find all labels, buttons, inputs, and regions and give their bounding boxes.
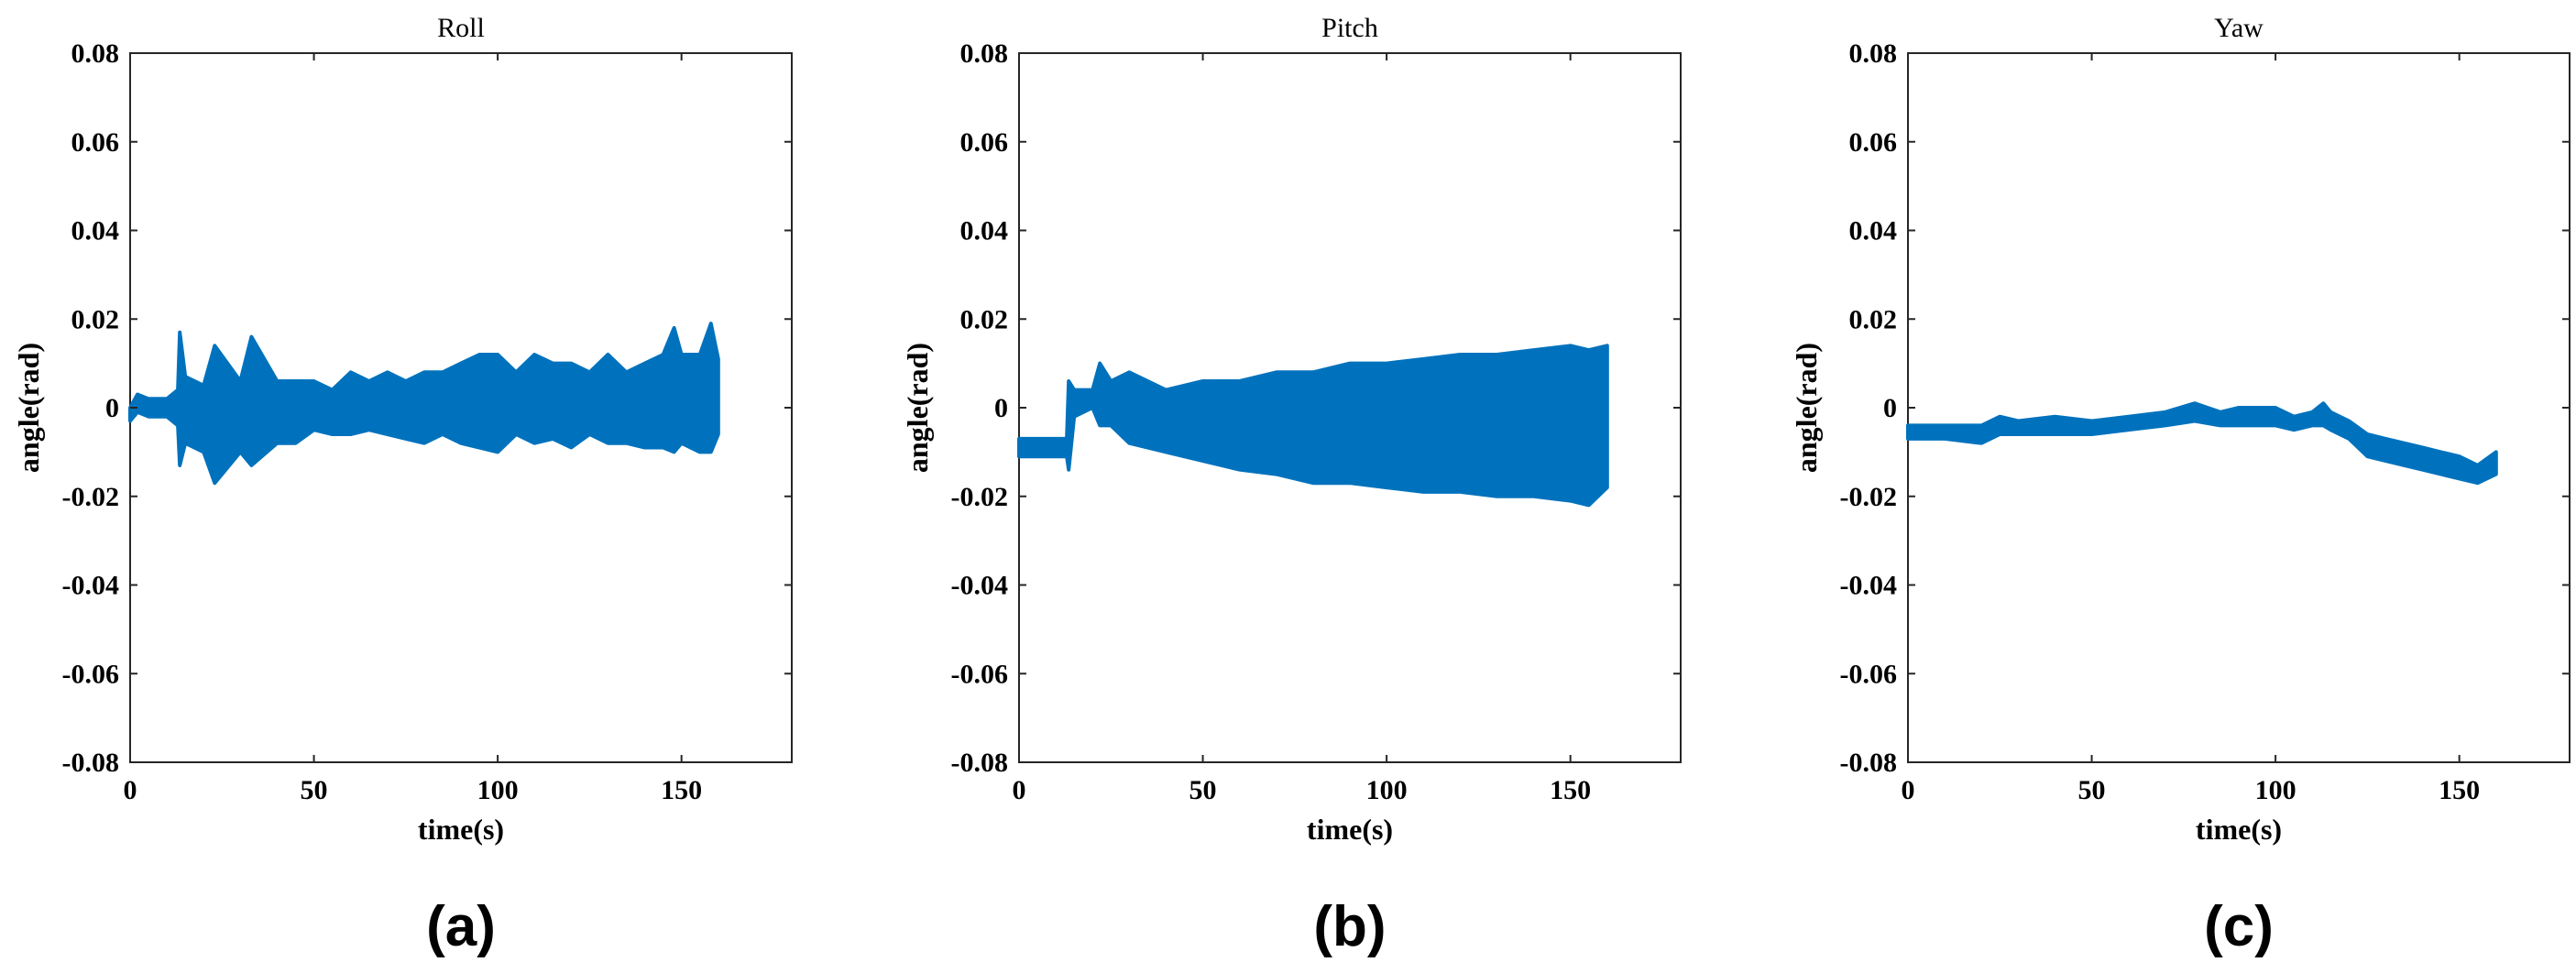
data-series-1 [1906, 401, 2498, 486]
y-tick-label: 0.06 [71, 127, 120, 158]
x-axis-label: time(s) [2196, 813, 2282, 846]
chart-panel-1: 0 50 100 150 -0.08 -0.06 -0.04 -0.02 0 0.02 0.04 0.… [12, 13, 793, 958]
y-tick-label: 0.02 [1849, 304, 1898, 334]
y-tick-label: -0.08 [1840, 748, 1898, 778]
y-tick-label: -0.08 [951, 748, 1009, 778]
x-tick-label: 150 [1550, 775, 1591, 805]
x-tick-label: 50 [2078, 775, 2106, 805]
x-tick-label: 100 [2255, 775, 2296, 805]
y-tick-label: 0.02 [960, 304, 1009, 334]
y-tick-label: -0.08 [62, 748, 120, 778]
panel-letter: (c) [2204, 895, 2274, 958]
x-tick-label: 0 [1013, 775, 1026, 805]
x-tick-label: 50 [1189, 775, 1217, 805]
y-tick-label: 0.08 [1849, 38, 1898, 69]
y-tick-label: -0.06 [1840, 659, 1898, 689]
y-tick-label: -0.02 [62, 482, 120, 512]
x-tick-label: 150 [2439, 775, 2480, 805]
y-tick-label: -0.04 [951, 571, 1009, 601]
panel-letter: (b) [1313, 895, 1386, 958]
x-axis-label: time(s) [418, 813, 504, 846]
x-tick-label: 100 [477, 775, 519, 805]
y-tick-label: -0.02 [1840, 482, 1898, 512]
y-tick-label: -0.06 [62, 659, 120, 689]
data-series-1 [128, 322, 720, 486]
chart-panel-2: 0 50 100 150 -0.08 -0.06 -0.04 -0.02 0 0.02 0.04 0.… [901, 13, 1682, 958]
x-axis-label: time(s) [1307, 813, 1393, 846]
chart-panel-3: 0 50 100 150 -0.08 -0.06 -0.04 -0.02 0 0.02 0.04 0.… [1790, 13, 2571, 958]
y-tick-label: 0 [105, 393, 119, 423]
y-tick-label: -0.04 [1840, 571, 1898, 601]
y-axis-label: angle(rad) [12, 343, 45, 473]
y-tick-label: 0.06 [960, 127, 1009, 158]
y-tick-label: 0.08 [71, 38, 120, 69]
y-tick-label: 0 [1883, 393, 1897, 423]
y-tick-label: -0.02 [951, 482, 1009, 512]
y-tick-label: 0.02 [71, 304, 120, 334]
y-tick-label: -0.06 [951, 659, 1009, 689]
y-tick-label: 0.04 [960, 216, 1009, 246]
chart-title: Yaw [2214, 13, 2264, 43]
x-tick-label: 150 [661, 775, 702, 805]
x-tick-label: 0 [124, 775, 137, 805]
y-axis-label: angle(rad) [901, 343, 934, 473]
y-tick-label: 0.04 [71, 216, 120, 246]
y-tick-label: -0.04 [62, 571, 120, 601]
y-tick-label: 0 [994, 393, 1008, 423]
y-tick-label: 0.06 [1849, 127, 1898, 158]
chart-title: Roll [437, 13, 485, 43]
y-tick-label: 0.08 [960, 38, 1009, 69]
chart-title: Pitch [1321, 13, 1378, 43]
panel-letter: (a) [426, 895, 496, 958]
x-tick-label: 0 [1902, 775, 1915, 805]
y-tick-label: 0.04 [1849, 216, 1898, 246]
data-series-1 [1017, 344, 1609, 508]
x-tick-label: 100 [1366, 775, 1408, 805]
x-tick-label: 50 [301, 775, 328, 805]
y-axis-label: angle(rad) [1790, 343, 1823, 473]
